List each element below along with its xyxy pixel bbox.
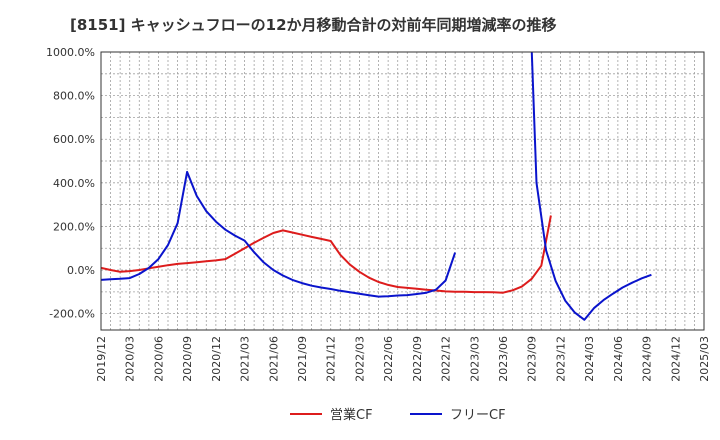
x-tick-label: 2025/03 [698, 336, 711, 382]
x-tick-label: 2020/09 [181, 336, 194, 382]
x-axis-ticks: 2019/12 2020/03 2020/06 2020/09 2020/12 2021/… [95, 336, 711, 382]
x-tick-label: 2023/03 [468, 336, 481, 382]
y-tick-label: 0.0% [67, 264, 95, 277]
x-tick-label: 2020/06 [152, 336, 165, 382]
series-line-free-cf-1 [530, 52, 652, 321]
x-tick-label: 2020/03 [124, 336, 137, 382]
x-tick-label: 2024/12 [669, 336, 682, 382]
x-tick-label: 2021/06 [267, 336, 280, 382]
legend-label-free-cf: フリーCF [450, 408, 506, 423]
chart-title: [8151] キャッシュフローの12か月移動合計の対前年同期増減率の推移 [70, 16, 557, 34]
y-tick-label: 200.0% [53, 220, 95, 233]
series-line-operating-cf-0 [101, 215, 552, 294]
series-line-free-cf-0 [101, 170, 457, 298]
x-tick-label: 2020/12 [210, 336, 223, 382]
x-tick-label: 2022/12 [440, 336, 453, 382]
plot-border [100, 51, 705, 331]
y-tick-label: 1000.0% [46, 46, 95, 59]
x-tick-label: 2019/12 [95, 336, 108, 382]
x-tick-label: 2023/09 [526, 336, 539, 382]
x-tick-label: 2021/09 [296, 336, 309, 382]
x-tick-label: 2024/03 [583, 336, 596, 382]
y-axis-ticks: -200.0% 0.0% 200.0% 400.0% 600.0% 800.0% 1000.… [46, 46, 95, 321]
y-tick-label: 400.0% [53, 177, 95, 190]
x-tick-label: 2021/03 [239, 336, 252, 382]
x-tick-label: 2021/12 [325, 336, 338, 382]
y-tick-label: -200.0% [49, 308, 95, 321]
plot-frame [100, 51, 705, 331]
x-tick-label: 2024/09 [641, 336, 654, 382]
x-tick-label: 2023/12 [554, 336, 567, 382]
legend-label-operating-cf: 営業CF [330, 407, 373, 423]
series-layer [101, 52, 652, 321]
y-tick-label: 600.0% [53, 133, 95, 146]
x-tick-label: 2023/06 [497, 336, 510, 382]
x-tick-label: 2022/06 [382, 336, 395, 382]
legend: 営業CF フリーCF [290, 407, 506, 423]
x-tick-label: 2024/06 [612, 336, 625, 382]
x-tick-label: 2022/03 [353, 336, 366, 382]
y-tick-label: 800.0% [53, 90, 95, 103]
x-tick-label: 2022/09 [411, 336, 424, 382]
